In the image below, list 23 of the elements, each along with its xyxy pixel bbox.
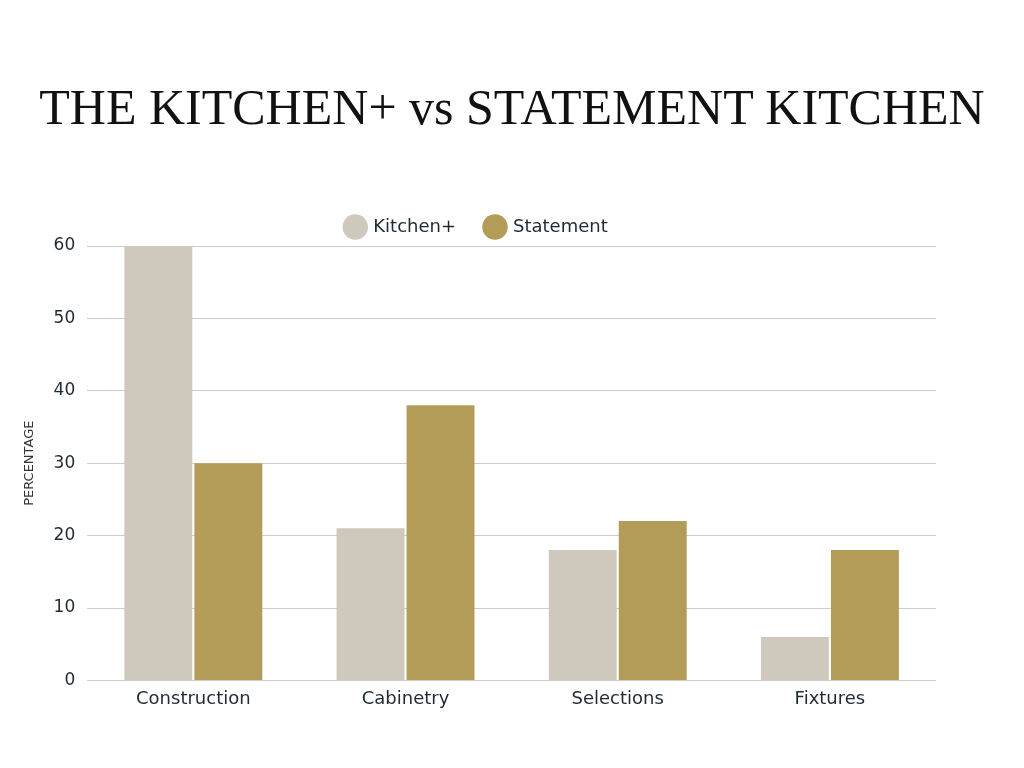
y-tick-label: 50 bbox=[53, 306, 76, 327]
legend-label: Statement bbox=[513, 214, 608, 236]
y-tick-label: 30 bbox=[53, 451, 76, 472]
bar bbox=[760, 636, 829, 680]
bar bbox=[194, 463, 263, 680]
bar bbox=[618, 521, 687, 680]
x-tick-label: Fixtures bbox=[794, 686, 866, 708]
bar bbox=[124, 246, 193, 680]
y-axis-title: PERCENTAGE bbox=[21, 420, 37, 506]
y-tick-label: 20 bbox=[53, 524, 76, 545]
y-tick-label: 0 bbox=[64, 668, 76, 689]
x-tick-label: Construction bbox=[136, 686, 251, 708]
chart-title: THE KITCHEN+ vs STATEMENT KITCHEN bbox=[38, 78, 986, 137]
bar bbox=[830, 550, 899, 680]
y-tick-label: 10 bbox=[53, 596, 76, 617]
x-tick-label: Cabinetry bbox=[361, 686, 450, 708]
x-tick-label: Selections bbox=[571, 686, 664, 708]
y-tick-label: 60 bbox=[53, 234, 76, 255]
bar bbox=[406, 405, 475, 680]
legend-label: Kitchen+ bbox=[373, 214, 457, 236]
bar bbox=[548, 550, 617, 680]
bar bbox=[336, 528, 405, 680]
y-tick-label: 40 bbox=[53, 379, 76, 400]
